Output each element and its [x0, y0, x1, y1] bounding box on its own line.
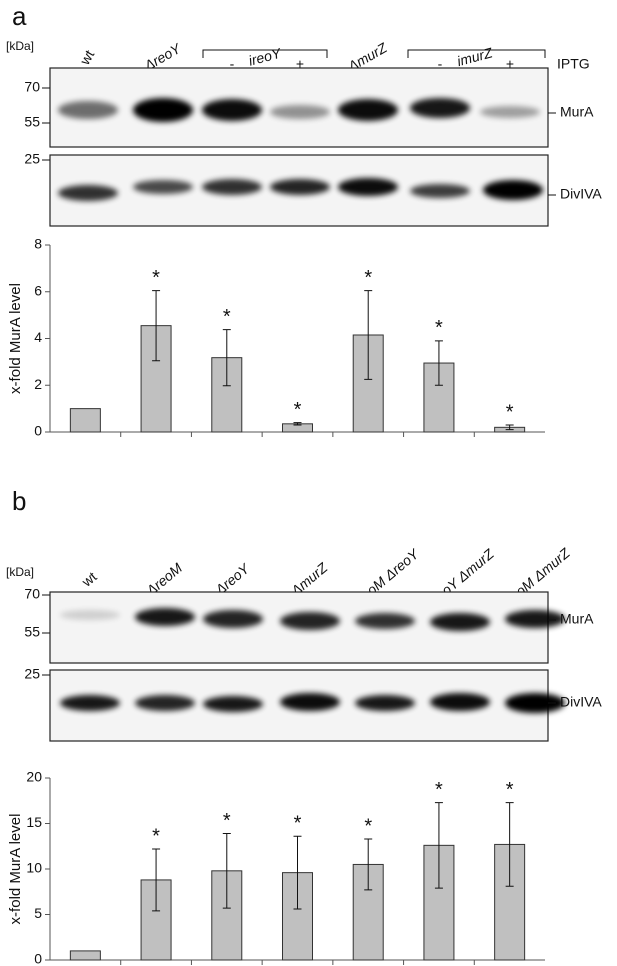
mw-marker: 55: [24, 114, 40, 130]
protein-label: DivIVA: [560, 694, 602, 710]
bracket: [202, 49, 328, 58]
induction-sign: -: [438, 56, 443, 72]
band: [133, 98, 193, 122]
band: [280, 693, 340, 711]
kda-label: [kDa]: [6, 565, 34, 579]
significance-mark: *: [364, 267, 372, 289]
mw-marker: 70: [24, 79, 40, 95]
error-bar: [434, 340, 443, 386]
y-tick-label: 15: [26, 814, 42, 830]
band: [410, 98, 470, 118]
inducer-label: IPTG: [557, 56, 590, 72]
y-tick-label: 8: [34, 236, 42, 252]
significance-mark: *: [223, 306, 231, 328]
error-bar: [293, 422, 302, 426]
band: [338, 178, 398, 196]
y-tick-label: 2: [34, 376, 42, 392]
lane-label: imurZ: [455, 44, 494, 69]
mw-marker: 55: [24, 624, 40, 640]
protein-label: MurA: [560, 104, 594, 120]
error-bar: [152, 290, 161, 362]
panel-letter: b: [12, 486, 26, 516]
band: [202, 99, 262, 121]
band: [135, 695, 195, 711]
significance-mark: *: [152, 825, 160, 847]
error-bar: [222, 833, 231, 909]
y-tick-label: 6: [34, 282, 42, 298]
y-tick-label: 20: [26, 769, 42, 785]
significance-mark: *: [364, 815, 372, 837]
mw-marker: 25: [24, 666, 40, 682]
band: [480, 106, 540, 118]
band: [270, 105, 330, 119]
protein-label: MurA: [560, 611, 594, 627]
band: [355, 695, 415, 711]
error-bar: [434, 802, 443, 889]
y-tick-label: 4: [34, 329, 42, 345]
significance-mark: *: [506, 779, 514, 801]
induction-sign: +: [506, 56, 514, 72]
band: [60, 610, 120, 620]
significance-mark: *: [223, 810, 231, 832]
error-bar: [364, 290, 373, 380]
y-tick-label: 0: [34, 951, 42, 966]
band: [203, 696, 263, 712]
band: [60, 695, 120, 711]
band: [410, 184, 470, 198]
error-bar: [364, 838, 373, 891]
error-bar: [505, 802, 514, 887]
lane-label: wt: [76, 47, 97, 68]
band: [430, 693, 490, 711]
band: [483, 180, 543, 200]
band: [202, 179, 262, 195]
band: [133, 180, 193, 194]
band: [280, 612, 340, 630]
kda-label: [kDa]: [6, 39, 34, 53]
band: [58, 185, 118, 201]
y-tick-label: 10: [26, 860, 42, 876]
bracket: [407, 49, 546, 58]
significance-mark: *: [435, 779, 443, 801]
lane-label: wt: [78, 568, 100, 590]
significance-mark: *: [435, 317, 443, 339]
y-axis-label: x-fold MurA level: [7, 283, 24, 394]
bar: [69, 408, 101, 433]
band: [135, 608, 195, 626]
error-bar: [222, 329, 231, 387]
error-bar: [293, 835, 302, 910]
y-tick-label: 5: [34, 905, 42, 921]
significance-mark: *: [506, 401, 514, 423]
error-bar: [152, 848, 161, 912]
panel-letter: a: [12, 1, 27, 31]
y-tick-label: 0: [34, 423, 42, 439]
error-bar: [505, 424, 514, 431]
significance-mark: *: [294, 399, 302, 421]
significance-mark: *: [152, 267, 160, 289]
band: [355, 613, 415, 629]
band: [270, 179, 330, 195]
band: [505, 610, 565, 628]
band: [505, 693, 565, 713]
band: [58, 101, 118, 119]
lane-label: ireoY: [247, 44, 284, 68]
protein-label: DivIVA: [560, 186, 602, 202]
significance-mark: *: [294, 813, 302, 835]
mw-marker: 25: [24, 151, 40, 167]
y-axis-label: x-fold MurA level: [7, 814, 24, 925]
band: [430, 613, 490, 631]
induction-sign: -: [230, 56, 235, 72]
band: [338, 99, 398, 121]
mw-marker: 70: [24, 586, 40, 602]
bar: [69, 950, 101, 961]
band: [203, 610, 263, 628]
induction-sign: +: [296, 56, 304, 72]
